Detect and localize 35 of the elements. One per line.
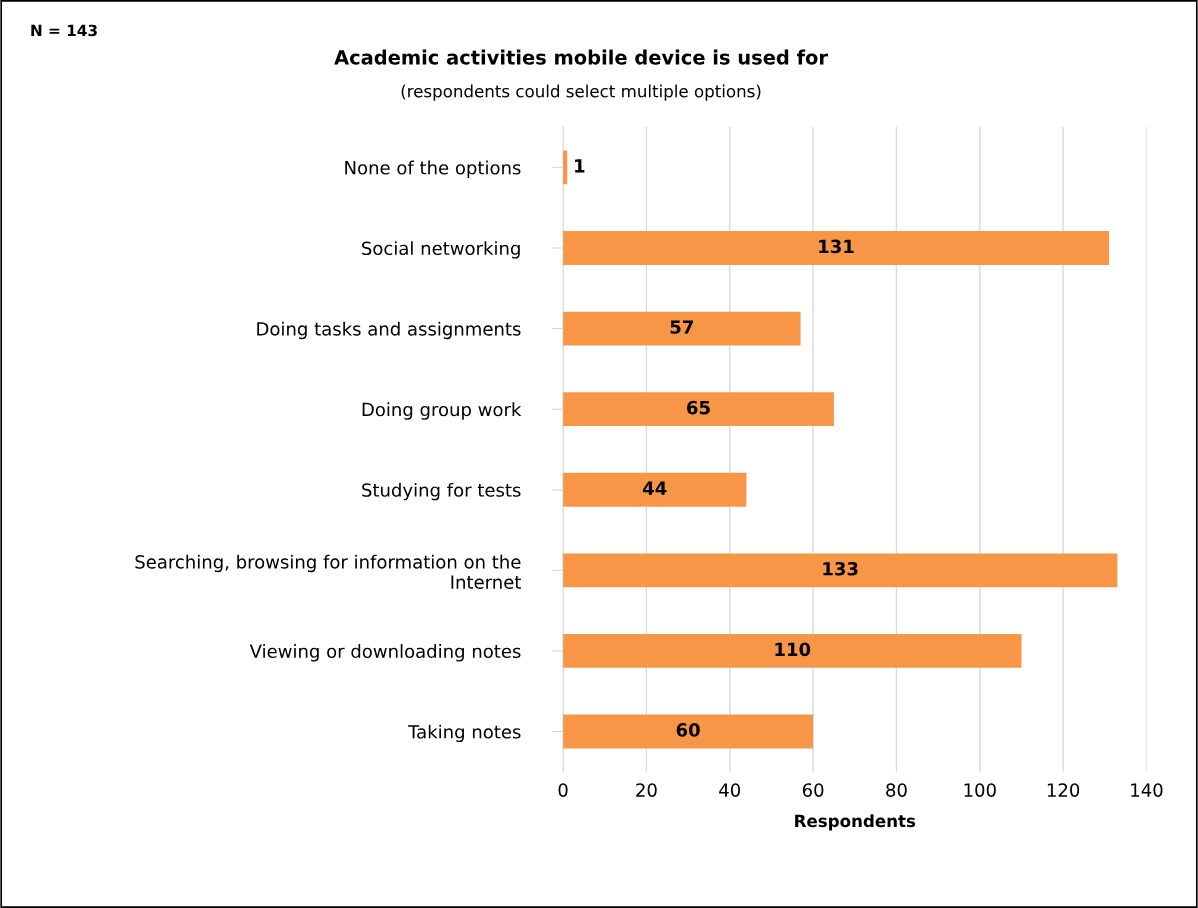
text: N = 143 xyxy=(31,24,97,37)
x-tick-label: 140 xyxy=(1131,783,1163,797)
y-tick-label: Studying for tests xyxy=(362,482,521,501)
x-tick-label: 0 xyxy=(558,783,568,797)
x-tick-label: 40 xyxy=(719,783,741,797)
x-tick-label: 100 xyxy=(964,783,996,797)
y-tick-label: None of the options xyxy=(345,160,521,179)
data-label: 1 xyxy=(575,159,585,173)
y-tick-label: Doing tasks and assignments xyxy=(257,321,521,340)
y-tick-label: Viewing or downloading notes xyxy=(249,644,521,662)
y-tick-label: Taking notes xyxy=(408,724,521,743)
data-label: 57 xyxy=(670,320,693,334)
data-label: 60 xyxy=(676,723,700,737)
y-tick-label: Social networking xyxy=(362,241,520,259)
bar xyxy=(563,311,801,346)
x-tick-label: 20 xyxy=(636,783,657,797)
chart-subtitle: (respondents could select multiple options) xyxy=(401,84,761,101)
bar xyxy=(563,231,1109,265)
bar xyxy=(563,634,1022,668)
data-label: 44 xyxy=(642,481,667,495)
bar xyxy=(563,714,814,749)
x-tick-label: 120 xyxy=(1047,783,1080,797)
data-label: 133 xyxy=(823,561,858,576)
x-tick-label: 80 xyxy=(886,783,907,797)
bar xyxy=(563,392,834,427)
bar xyxy=(563,553,1118,588)
data-label: 110 xyxy=(775,642,811,657)
y-tick-label: Searching, browsing for information on the Internet xyxy=(135,554,521,589)
bar xyxy=(563,472,747,507)
data-label: 65 xyxy=(687,400,710,415)
y-tick-label: Doing group work xyxy=(362,402,522,420)
x-tick-label: 60 xyxy=(802,783,824,797)
chart-title: Academic activities mobile device is used for xyxy=(334,49,828,65)
x-axis-title: Respondents xyxy=(795,814,916,831)
data-label: 131 xyxy=(819,239,854,254)
